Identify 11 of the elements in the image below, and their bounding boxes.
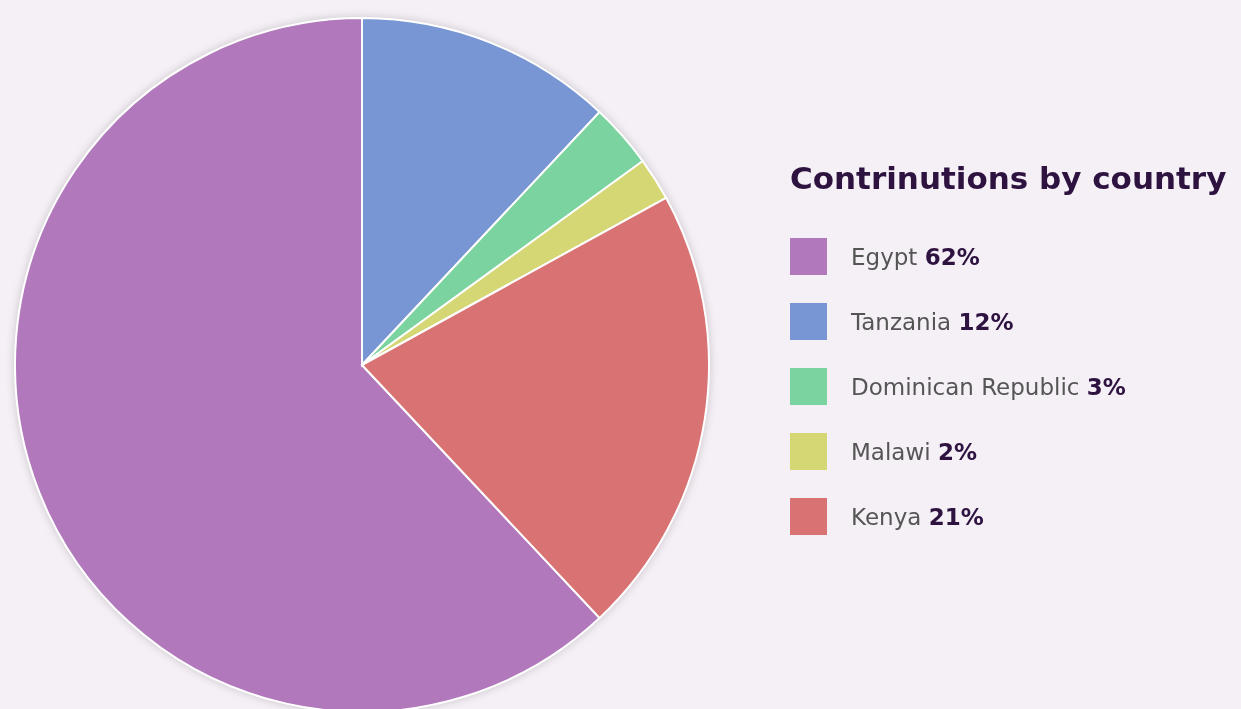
legend-label: Kenya: [851, 503, 922, 530]
data-label: 62%: [924, 243, 980, 270]
data-label: 2%: [937, 438, 977, 465]
legend-title: Contrinutions by country: [790, 160, 1227, 196]
data-label: 3%: [1086, 373, 1126, 400]
legend-label: Tanzania: [851, 308, 952, 335]
legend-label: Egypt: [851, 243, 918, 270]
legend-label: Dominican Republic: [851, 373, 1080, 400]
data-label: 12%: [958, 308, 1014, 335]
legend-label: Malawi: [851, 438, 931, 465]
data-label: 21%: [928, 503, 984, 530]
